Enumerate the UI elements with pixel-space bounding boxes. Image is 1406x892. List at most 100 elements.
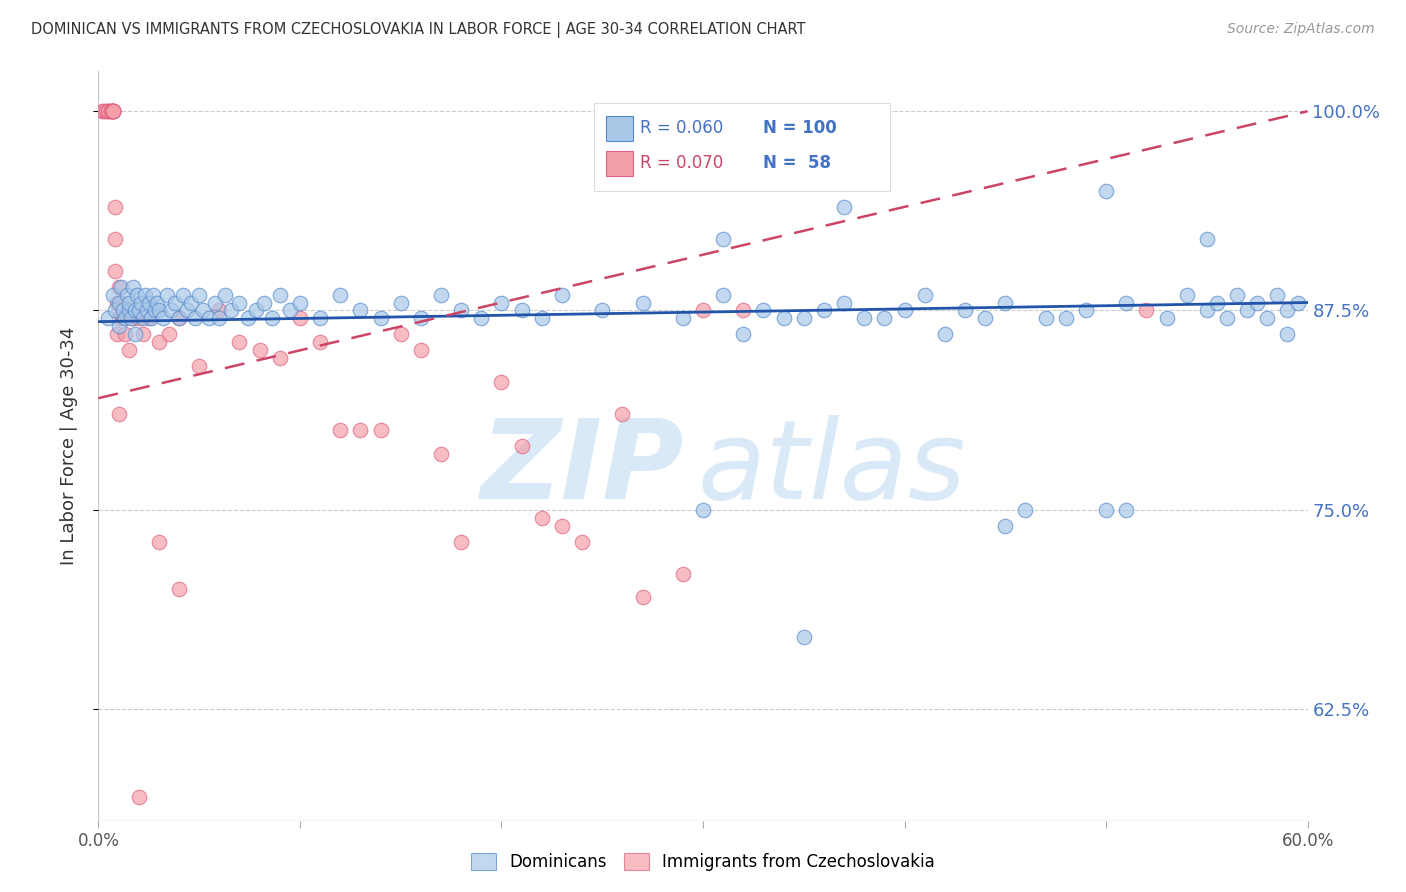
Point [711,287,734,301]
Point [1216,311,1239,326]
Point [198,311,221,326]
Point [163,295,186,310]
Point [128,303,150,318]
Point [124,327,146,342]
Point [510,439,533,453]
Point [551,518,574,533]
Point [1277,303,1299,318]
Point [172,287,194,301]
Point [389,327,412,342]
Point [1156,311,1178,326]
Point [1246,295,1268,310]
Point [120,311,142,326]
Point [167,311,190,326]
Point [135,303,157,318]
Point [152,311,174,326]
Point [103,263,125,277]
Point [1226,287,1249,301]
Point [124,303,146,318]
Point [110,279,132,293]
Point [138,295,160,310]
Point [93,104,115,119]
Point [107,295,129,310]
Point [813,303,835,318]
Point [1236,303,1258,318]
Point [100,104,122,119]
Point [793,311,815,326]
Point [228,335,250,350]
Point [1256,311,1278,326]
Text: R = 0.070: R = 0.070 [640,153,723,172]
Text: R = 0.060: R = 0.060 [640,119,723,136]
Point [105,327,128,342]
Point [100,104,122,119]
Point [1014,502,1036,516]
Point [530,510,553,524]
Point [143,303,166,318]
Point [612,407,634,421]
Point [103,232,125,246]
Point [450,534,472,549]
Point [156,287,179,301]
Point [118,295,141,310]
Point [914,287,936,301]
Point [105,295,128,310]
Point [148,534,170,549]
Point [134,287,156,301]
Point [97,311,120,326]
Text: atlas: atlas [697,415,966,522]
Point [180,295,202,310]
Point [510,303,533,318]
Point [309,335,332,350]
Point [994,518,1017,533]
Point [132,311,155,326]
Point [107,319,129,334]
Point [1054,311,1077,326]
Point [128,789,150,804]
Point [103,200,125,214]
Point [832,200,855,214]
FancyBboxPatch shape [595,103,890,191]
Point [1095,184,1118,198]
Bar [606,116,633,141]
Point [101,104,124,119]
Point [752,303,775,318]
Point [101,287,124,301]
Point [329,423,352,437]
Point [97,104,120,119]
Point [1195,232,1218,246]
Point [221,303,243,318]
Point [288,295,311,310]
Point [188,359,211,374]
Point [893,303,915,318]
Point [450,303,472,318]
Point [1115,502,1137,516]
Text: DOMINICAN VS IMMIGRANTS FROM CZECHOSLOVAKIA IN LABOR FORCE | AGE 30-34 CORRELATI: DOMINICAN VS IMMIGRANTS FROM CZECHOSLOVA… [31,22,806,38]
Point [1267,287,1289,301]
Point [118,303,141,318]
Point [692,502,714,516]
Point [111,303,134,318]
Point [772,311,794,326]
Point [214,287,236,301]
Point [491,376,513,390]
Point [121,279,143,293]
Point [160,303,183,318]
Point [329,287,352,301]
Point [1095,502,1118,516]
Point [1135,303,1157,318]
Point [208,303,231,318]
Point [269,351,291,366]
Point [530,311,553,326]
Point [101,104,124,119]
Point [793,630,815,644]
Point [1206,295,1229,310]
Point [208,311,231,326]
Point [733,327,755,342]
Point [129,295,152,310]
Point [157,327,180,342]
Point [470,311,492,326]
Point [139,311,162,326]
Point [101,104,124,119]
Point [571,534,593,549]
